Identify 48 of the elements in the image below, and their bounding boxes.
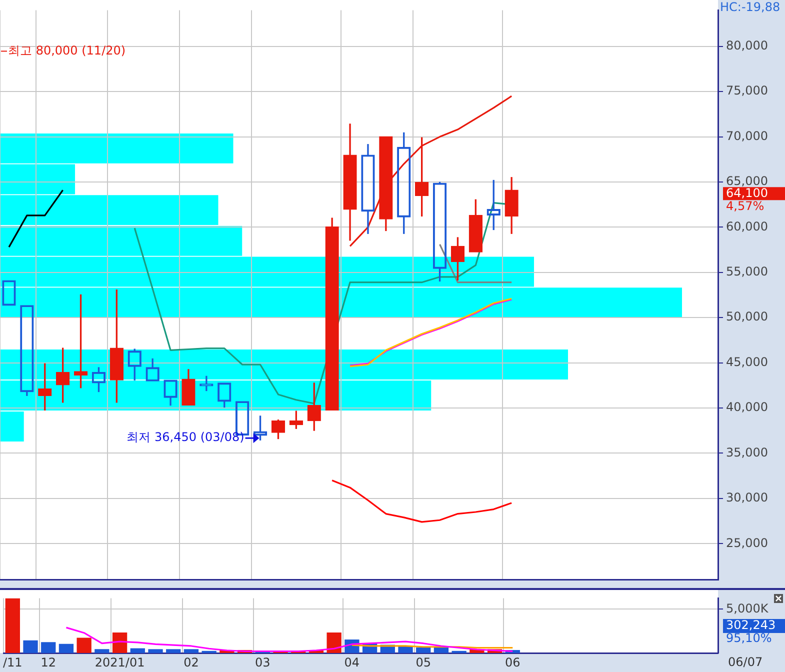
bar: [94, 649, 110, 653]
x-tick-label: 02: [184, 655, 199, 670]
candlestick: [343, 124, 357, 241]
bar: [148, 649, 163, 653]
bar: [76, 638, 92, 653]
y-tick-label: 50,000: [726, 310, 768, 324]
bar: [166, 649, 181, 653]
bar: [130, 648, 145, 653]
y-tick-label: 5,000K: [726, 601, 770, 616]
text: 4,57%: [726, 199, 764, 214]
bar: [184, 649, 199, 653]
text: HC:-19,88: [720, 0, 780, 14]
x-tick-label: 12: [40, 655, 56, 670]
x-tick-label: 06: [505, 655, 520, 670]
y-tick-label: 40,000: [726, 400, 768, 414]
y-tick-label: 75,000: [726, 84, 768, 98]
bar: [112, 632, 128, 653]
candlestick: [504, 177, 518, 234]
y-tick-label: 55,000: [726, 264, 768, 279]
text: 302,243: [726, 618, 776, 632]
x-tick-label: 04: [344, 655, 360, 670]
annotation: 최고 80,000 (11/20): [8, 43, 126, 58]
y-tick-label: 65,000: [726, 174, 768, 188]
bar: [41, 642, 56, 653]
bar: [5, 598, 20, 653]
x-tick-label: 2021/01: [94, 655, 145, 670]
x-tick-label: 05: [416, 655, 432, 670]
bar: [326, 632, 342, 653]
text: 64,100: [726, 186, 768, 200]
y-tick-label: 80,000: [726, 38, 768, 52]
bar: [23, 640, 38, 653]
bar: [58, 644, 74, 653]
text: 95,10%: [726, 631, 772, 646]
y-tick-label: 45,000: [726, 354, 768, 369]
text: 06/07: [728, 655, 763, 670]
bar: [434, 647, 449, 653]
candlestick: [379, 136, 393, 232]
x-tick-label: 03: [255, 655, 270, 670]
y-tick-label: 70,000: [726, 128, 768, 143]
candlestick: [182, 369, 196, 406]
y-tick-label: 25,000: [726, 536, 768, 550]
x-tick-label: /11: [3, 655, 22, 670]
y-tick-label: 30,000: [726, 490, 768, 505]
bar: [416, 647, 431, 653]
annotation: 최저 36,450 (03/08): [126, 430, 244, 444]
y-tick-label: 60,000: [726, 219, 768, 234]
candlestick: [325, 218, 339, 411]
y-tick-label: 35,000: [726, 445, 768, 460]
